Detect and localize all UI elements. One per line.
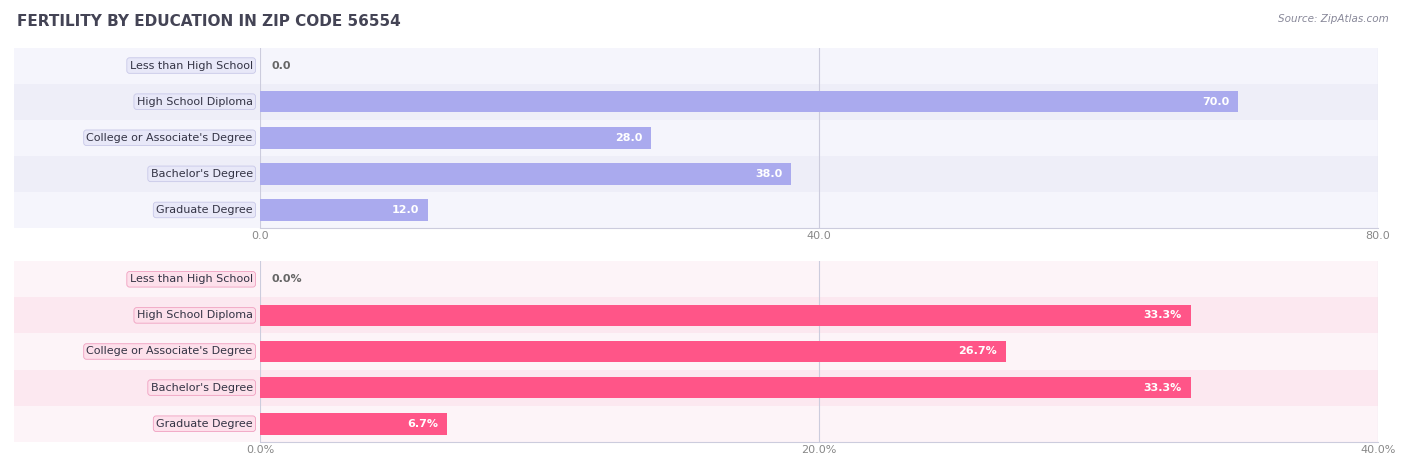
Text: 0.0%: 0.0% bbox=[271, 274, 302, 285]
Text: Bachelor's Degree: Bachelor's Degree bbox=[150, 382, 253, 393]
Text: 0.0: 0.0 bbox=[271, 60, 291, 71]
Bar bbox=[260, 370, 1378, 406]
Text: 28.0: 28.0 bbox=[614, 133, 643, 143]
Text: College or Associate's Degree: College or Associate's Degree bbox=[87, 346, 253, 357]
Bar bbox=[14, 261, 260, 297]
Text: 33.3%: 33.3% bbox=[1143, 382, 1181, 393]
Text: 70.0: 70.0 bbox=[1202, 96, 1229, 107]
Bar bbox=[260, 91, 1239, 113]
Bar bbox=[260, 297, 1378, 333]
Text: 26.7%: 26.7% bbox=[959, 346, 997, 357]
Bar bbox=[14, 370, 260, 406]
Bar bbox=[260, 48, 1378, 84]
Bar bbox=[260, 127, 651, 149]
Text: High School Diploma: High School Diploma bbox=[136, 96, 253, 107]
Bar bbox=[14, 84, 260, 120]
Text: 38.0: 38.0 bbox=[755, 169, 782, 179]
Text: Graduate Degree: Graduate Degree bbox=[156, 418, 253, 429]
Bar bbox=[260, 192, 1378, 228]
Bar bbox=[260, 304, 1191, 326]
Text: 33.3%: 33.3% bbox=[1143, 310, 1181, 321]
Bar bbox=[260, 199, 427, 221]
Text: 6.7%: 6.7% bbox=[408, 418, 439, 429]
Text: 12.0: 12.0 bbox=[391, 205, 419, 215]
Text: Bachelor's Degree: Bachelor's Degree bbox=[150, 169, 253, 179]
Bar bbox=[14, 48, 260, 84]
Text: FERTILITY BY EDUCATION IN ZIP CODE 56554: FERTILITY BY EDUCATION IN ZIP CODE 56554 bbox=[17, 14, 401, 29]
Text: Less than High School: Less than High School bbox=[129, 274, 253, 285]
Text: Less than High School: Less than High School bbox=[129, 60, 253, 71]
Bar bbox=[14, 192, 260, 228]
Bar bbox=[14, 333, 260, 370]
Bar bbox=[260, 406, 1378, 442]
Bar bbox=[260, 84, 1378, 120]
Text: Graduate Degree: Graduate Degree bbox=[156, 205, 253, 215]
Bar bbox=[260, 341, 1007, 362]
Bar bbox=[14, 120, 260, 156]
Bar bbox=[260, 413, 447, 435]
Bar bbox=[260, 163, 792, 185]
Bar bbox=[260, 333, 1378, 370]
Bar bbox=[260, 120, 1378, 156]
Bar bbox=[14, 297, 260, 333]
Bar bbox=[260, 261, 1378, 297]
Bar bbox=[260, 156, 1378, 192]
Text: Source: ZipAtlas.com: Source: ZipAtlas.com bbox=[1278, 14, 1389, 24]
Text: College or Associate's Degree: College or Associate's Degree bbox=[87, 133, 253, 143]
Text: High School Diploma: High School Diploma bbox=[136, 310, 253, 321]
Bar bbox=[260, 377, 1191, 399]
Bar bbox=[14, 156, 260, 192]
Bar bbox=[14, 406, 260, 442]
